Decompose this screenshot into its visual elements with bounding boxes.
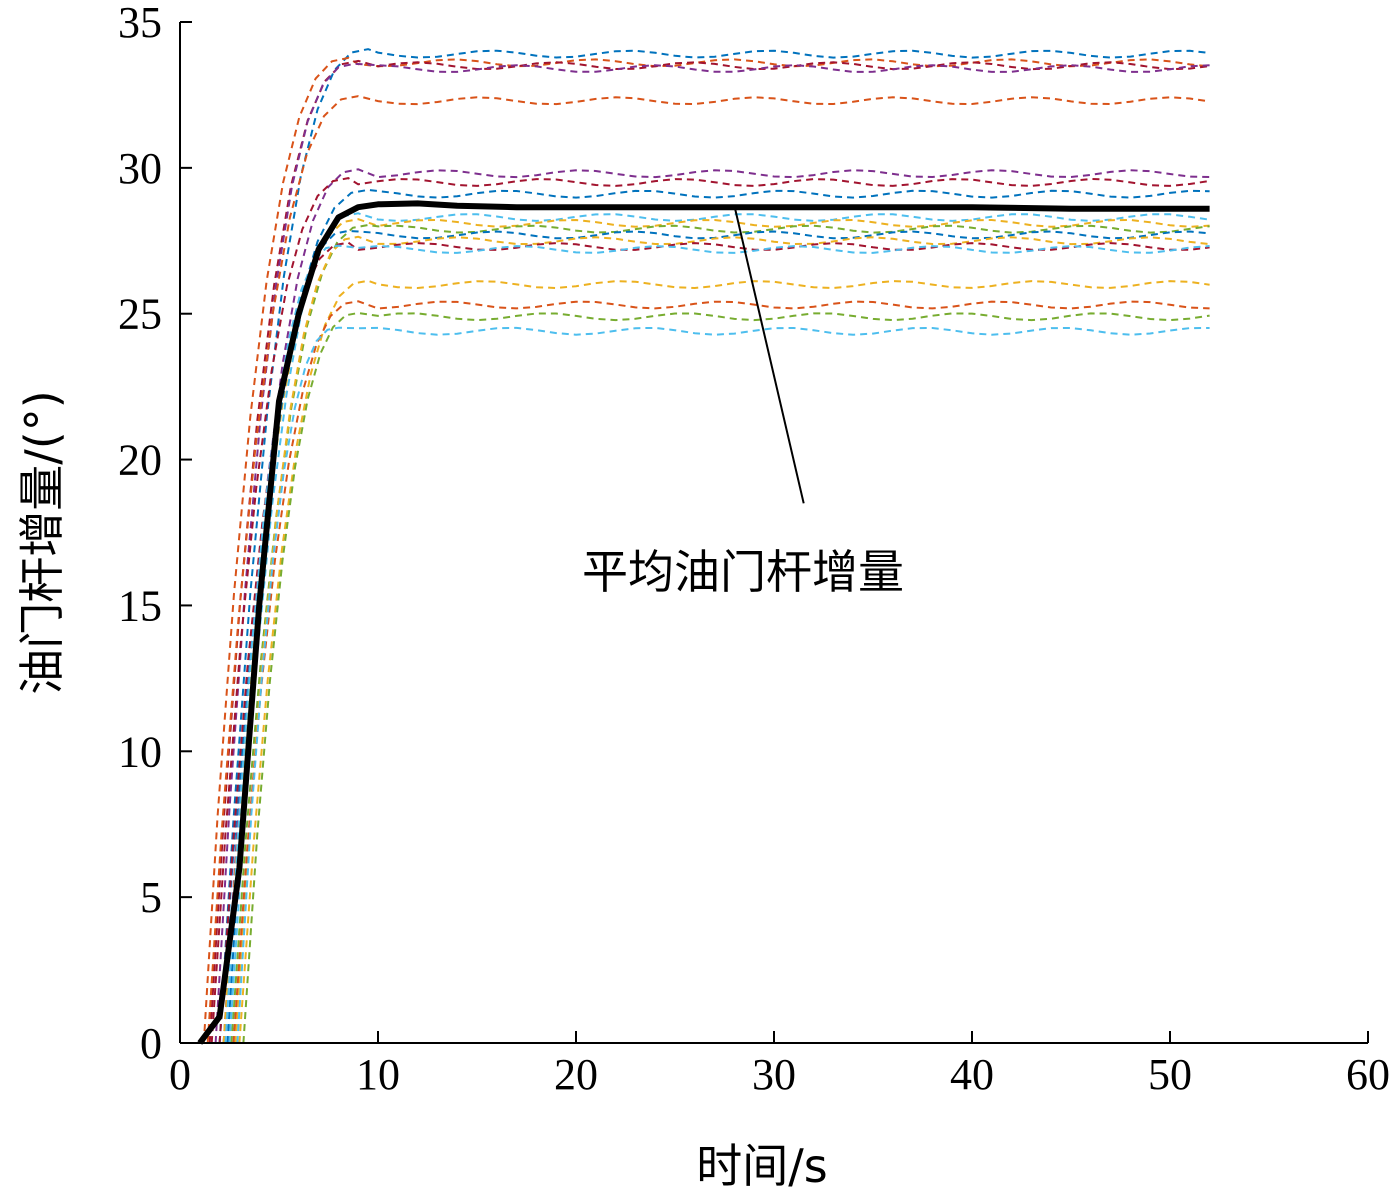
run-series-group [202,48,1210,1044]
x-axis-title: 时间/s [696,1139,827,1193]
run-series-line [206,95,1210,1044]
axes-group [179,22,1368,1044]
x-tick-label: 0 [169,1050,191,1099]
x-tick-label: 20 [554,1050,598,1099]
run-series-line [224,244,1210,1044]
run-series-line [222,218,1210,1044]
y-ticks-group: 0 5 10 15 20 25 30 35 [118,0,192,1068]
annotation-label: 平均油门杆增量 [582,545,904,599]
mean-series-group [197,200,1210,1045]
y-tick-label: 10 [118,727,162,776]
mean-series-line [197,200,1210,1045]
run-series-line [230,223,1210,1044]
run-series-line [242,311,1210,1044]
run-series-line [218,48,1210,1044]
x-tick-label: 50 [1148,1050,1192,1099]
run-series-line [234,235,1210,1044]
y-tick-label: 20 [118,436,162,485]
run-series-line [202,56,1210,1044]
run-series-line [222,168,1210,1044]
annotation-pointer-line [733,205,805,504]
y-tick-label: 35 [118,0,162,47]
x-tick-label: 30 [752,1050,796,1099]
run-series-line [214,62,1210,1044]
y-tick-label: 30 [118,144,162,193]
run-series-line [218,241,1210,1044]
y-tick-label: 25 [118,290,162,339]
y-tick-label: 0 [140,1019,162,1068]
run-series-line [238,279,1210,1044]
annotation-group: 平均油门杆增量 [582,205,904,599]
run-series-line [226,229,1210,1044]
x-tick-label: 10 [356,1050,400,1099]
run-series-line [232,300,1210,1044]
run-series-line [236,326,1210,1044]
y-tick-label: 5 [140,873,162,922]
run-series-line [218,188,1210,1044]
run-series-line [228,212,1210,1044]
y-axis-title: 油门杆增量/(°) [15,390,69,694]
x-tick-label: 40 [950,1050,994,1099]
x-tick-label: 60 [1346,1050,1390,1099]
x-ticks-group: 0 10 20 30 40 50 60 [169,1031,1390,1099]
y-tick-label: 15 [118,581,162,630]
run-series-line [210,177,1210,1044]
